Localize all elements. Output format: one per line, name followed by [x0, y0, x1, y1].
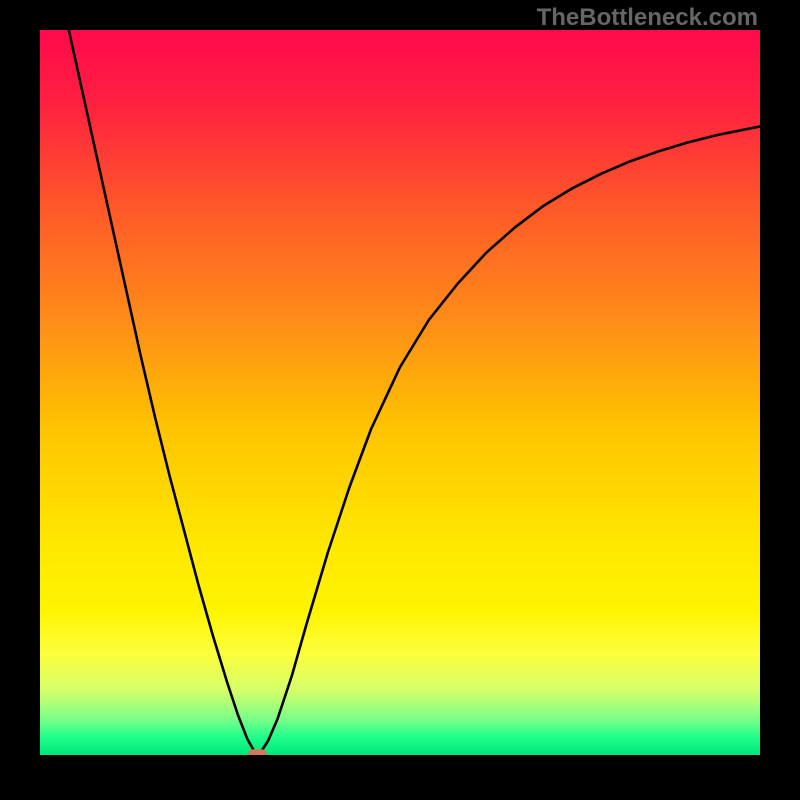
chart-frame: TheBottleneck.com: [0, 0, 800, 800]
plot-area: [40, 30, 760, 755]
min-marker: [248, 749, 267, 755]
watermark-text: TheBottleneck.com: [537, 4, 758, 32]
chart-svg: [40, 30, 760, 755]
